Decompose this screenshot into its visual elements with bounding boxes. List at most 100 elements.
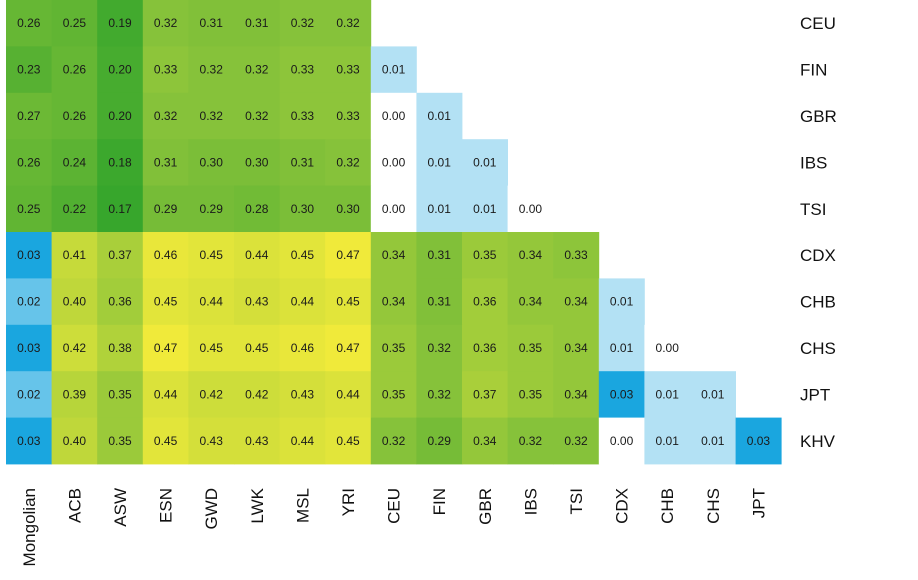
cell-value-fin-mongolian: 0.23: [17, 63, 41, 77]
row-label-ceu: CEU: [800, 14, 836, 33]
cell-value-chs-chb: 0.00: [656, 341, 680, 355]
cell-value-chb-cdx: 0.01: [610, 295, 634, 309]
cell-chb-acb: [51, 278, 98, 326]
cell-tsi-yri: [325, 185, 372, 233]
cell-value-gbr-asw: 0.20: [108, 109, 132, 123]
column-label-yri: YRI: [339, 488, 358, 516]
cell-tsi-mongolian: [6, 185, 52, 233]
cell-value-chs-acb: 0.42: [63, 341, 87, 355]
cell-ceu-gwd: [188, 0, 235, 47]
cell-tsi-gwd: [188, 185, 235, 233]
cell-value-tsi-mongolian: 0.25: [17, 202, 41, 216]
cell-value-ceu-lwk: 0.31: [245, 16, 269, 30]
cell-value-khv-acb: 0.40: [63, 434, 87, 448]
cell-value-fin-ceu: 0.01: [382, 63, 406, 77]
cell-value-khv-msl: 0.44: [291, 434, 315, 448]
cell-ibs-ceu: [370, 139, 417, 186]
cell-cdx-ceu: [370, 232, 417, 279]
cell-value-jpt-lwk: 0.42: [245, 387, 269, 401]
cell-ibs-esn: [142, 139, 189, 186]
cell-chb-esn: [142, 278, 189, 326]
cell-jpt-gbr: [462, 371, 508, 418]
cell-gbr-esn: [142, 92, 189, 140]
column-label-msl: MSL: [293, 488, 312, 523]
column-label-acb: ACB: [65, 488, 84, 523]
column-label-chs: CHS: [704, 488, 723, 524]
cell-value-chs-mongolian: 0.03: [17, 341, 41, 355]
cell-value-jpt-gbr: 0.37: [473, 387, 497, 401]
cell-fin-msl: [279, 46, 326, 94]
cell-value-tsi-msl: 0.30: [291, 202, 315, 216]
cell-value-jpt-esn: 0.44: [154, 387, 178, 401]
column-label-gwd: GWD: [202, 488, 221, 530]
cell-value-tsi-yri: 0.30: [336, 202, 360, 216]
cell-tsi-msl: [279, 185, 326, 233]
cell-value-gbr-yri: 0.33: [336, 109, 360, 123]
cell-value-khv-gbr: 0.34: [473, 434, 497, 448]
cell-cdx-esn: [142, 232, 189, 279]
cell-jpt-yri: [325, 371, 372, 418]
cell-fin-yri: [325, 46, 372, 94]
cell-value-ibs-gwd: 0.30: [200, 155, 224, 169]
cell-value-khv-tsi: 0.32: [564, 434, 588, 448]
cell-value-ceu-asw: 0.19: [108, 16, 132, 30]
cell-ibs-acb: [51, 139, 98, 186]
cell-ceu-acb: [51, 0, 98, 47]
cell-value-chb-gwd: 0.44: [200, 295, 224, 309]
cell-value-ibs-fin: 0.01: [428, 155, 452, 169]
cell-ibs-gwd: [188, 139, 235, 186]
row-label-tsi: TSI: [800, 200, 826, 219]
cell-value-cdx-mongolian: 0.03: [17, 248, 41, 262]
cell-value-ibs-acb: 0.24: [63, 155, 87, 169]
cell-ibs-mongolian: [6, 139, 52, 186]
cell-ceu-esn: [142, 0, 189, 47]
cell-value-jpt-yri: 0.44: [336, 387, 360, 401]
column-label-fin: FIN: [430, 488, 449, 515]
cell-value-khv-asw: 0.35: [108, 434, 132, 448]
cell-ibs-msl: [279, 139, 326, 186]
cell-value-cdx-esn: 0.46: [154, 248, 178, 262]
cell-tsi-esn: [142, 185, 189, 233]
column-label-ceu: CEU: [385, 488, 404, 524]
cell-value-chs-gwd: 0.45: [200, 341, 224, 355]
row-label-ibs: IBS: [800, 153, 827, 172]
cell-value-fin-yri: 0.33: [336, 63, 360, 77]
row-labels: CEU FIN GBR IBS TSI CDX CHB CHS JPT KHV: [800, 14, 837, 451]
cell-chb-ceu: [370, 278, 417, 326]
cell-jpt-msl: [279, 371, 326, 418]
cell-tsi-ibs: [507, 185, 554, 233]
cell-value-khv-lwk: 0.43: [245, 434, 269, 448]
cell-value-khv-fin: 0.29: [428, 434, 452, 448]
cell-chs-lwk: [234, 324, 280, 372]
cell-chs-gwd: [188, 324, 235, 372]
cell-cdx-lwk: [234, 232, 280, 279]
cell-jpt-esn: [142, 371, 189, 418]
row-label-khv: KHV: [800, 432, 836, 451]
cell-gbr-msl: [279, 92, 326, 140]
row-label-jpt: JPT: [800, 385, 830, 404]
cell-chs-mongolian: [6, 324, 52, 372]
cell-jpt-ibs: [507, 371, 554, 418]
cell-value-chs-ibs: 0.35: [519, 341, 543, 355]
cell-value-jpt-gwd: 0.42: [200, 387, 224, 401]
cell-value-tsi-fin: 0.01: [428, 202, 452, 216]
cell-value-chb-acb: 0.40: [63, 295, 87, 309]
cell-jpt-fin: [416, 371, 463, 418]
row-label-cdx: CDX: [800, 246, 836, 265]
cell-ibs-asw: [97, 139, 144, 186]
cell-value-ibs-ceu: 0.00: [382, 155, 406, 169]
cell-cdx-ibs: [507, 232, 554, 279]
cell-value-gbr-esn: 0.32: [154, 109, 178, 123]
cell-cdx-yri: [325, 232, 372, 279]
cell-cdx-asw: [97, 232, 144, 279]
cell-value-cdx-fin: 0.31: [428, 248, 452, 262]
cell-gbr-fin: [416, 92, 463, 140]
cell-chs-yri: [325, 324, 372, 372]
cell-value-khv-ceu: 0.32: [382, 434, 406, 448]
cell-value-ceu-acb: 0.25: [63, 16, 87, 30]
cell-value-cdx-ceu: 0.34: [382, 248, 406, 262]
cell-chb-fin: [416, 278, 463, 326]
cell-value-fin-msl: 0.33: [291, 63, 315, 77]
cell-chb-tsi: [553, 278, 600, 326]
cell-value-gbr-acb: 0.26: [63, 109, 87, 123]
